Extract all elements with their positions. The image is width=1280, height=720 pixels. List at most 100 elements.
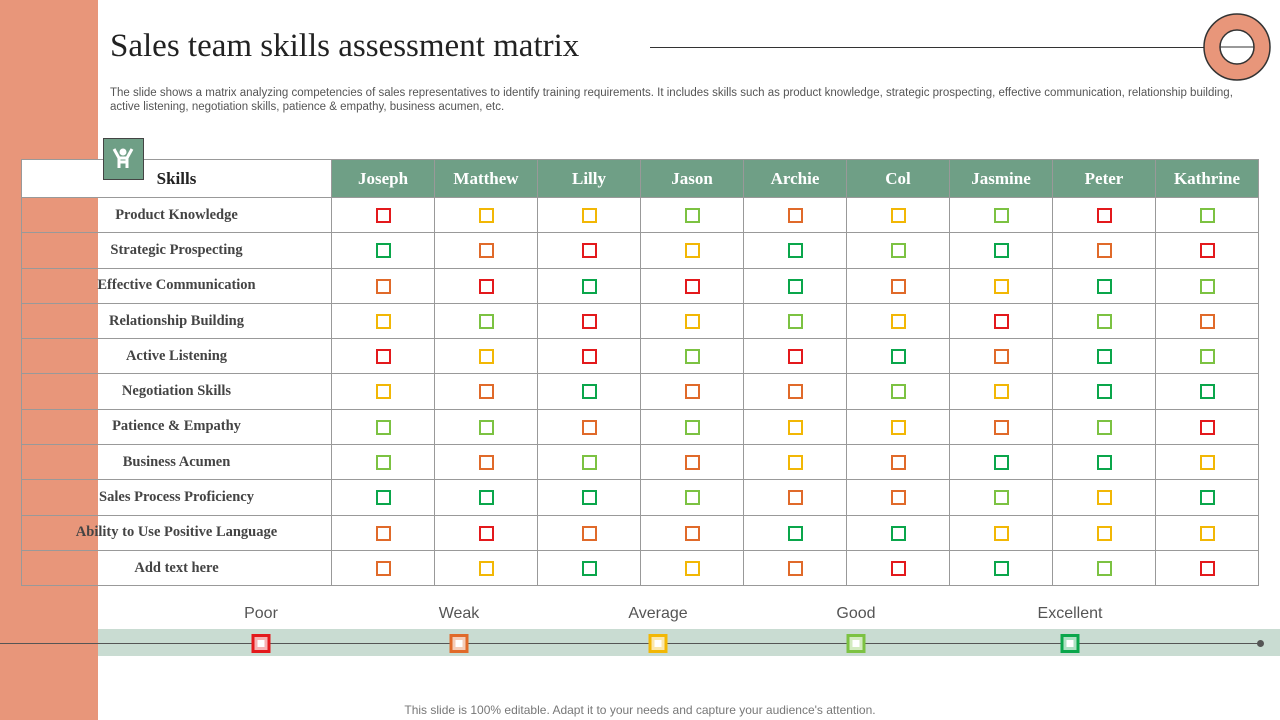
rating-cell (640, 232, 744, 269)
rating-square (1096, 384, 1112, 400)
rating-square (993, 384, 1009, 400)
rating-cell (537, 479, 641, 516)
rating-square (684, 525, 700, 541)
rating-cell (846, 549, 950, 587)
rating-square (581, 455, 597, 471)
rating-cell (640, 444, 744, 481)
rating-cell (846, 373, 950, 410)
rating-square (890, 207, 906, 223)
rating-cell (1052, 373, 1156, 410)
rating-square (993, 455, 1009, 471)
rating-square (1199, 419, 1215, 435)
rating-square (787, 419, 803, 435)
skill-row: Business Acumen (21, 444, 1259, 481)
rating-cell (949, 444, 1053, 481)
skill-row: Negotiation Skills (21, 373, 1259, 410)
rating-square (1199, 349, 1215, 365)
rating-square (684, 278, 700, 294)
column-header: Jasmine (949, 159, 1053, 198)
rating-cell (640, 373, 744, 410)
skill-name: Patience & Empathy (21, 408, 332, 446)
rating-cell (846, 338, 950, 375)
rating-square (890, 455, 906, 471)
rating-cell (434, 338, 538, 375)
rating-square (375, 207, 391, 223)
rating-cell (1155, 479, 1259, 516)
legend-label: Poor (244, 605, 278, 622)
rating-cell (846, 196, 950, 234)
rating-cell (1052, 302, 1156, 340)
rating-square (478, 560, 494, 576)
rating-cell (949, 302, 1053, 340)
rating-square (375, 560, 391, 576)
rating-cell (949, 196, 1053, 234)
rating-cell (949, 267, 1053, 304)
rating-square (478, 243, 494, 259)
rating-square (478, 349, 494, 365)
rating-square (684, 490, 700, 506)
skill-name: Negotiation Skills (21, 373, 332, 410)
rating-square (478, 313, 494, 329)
rating-square (890, 419, 906, 435)
rating-square (787, 207, 803, 223)
description: The slide shows a matrix analyzing compe… (110, 87, 1233, 113)
legend-label: Excellent (1037, 605, 1103, 622)
rating-cell (1052, 267, 1156, 304)
rating-cell (1052, 549, 1156, 587)
rating-cell (331, 373, 435, 410)
rating-square (581, 560, 597, 576)
skill-row: Product Knowledge (21, 196, 1259, 234)
rating-cell (846, 408, 950, 446)
rating-square (993, 207, 1009, 223)
rating-cell (434, 408, 538, 446)
rating-square (1199, 278, 1215, 294)
rating-cell (331, 479, 435, 516)
rating-cell (434, 302, 538, 340)
corner-badge (1203, 13, 1271, 81)
rating-square (1096, 455, 1112, 471)
rating-cell (1052, 479, 1156, 516)
rating-square (993, 349, 1009, 365)
rating-square (375, 243, 391, 259)
rating-cell (537, 267, 641, 304)
rating-cell (1052, 196, 1156, 234)
rating-square (375, 278, 391, 294)
rating-square (581, 525, 597, 541)
rating-square (993, 419, 1009, 435)
rating-cell (537, 373, 641, 410)
rating-cell (537, 549, 641, 587)
legend-swatch (449, 634, 469, 653)
rating-square (787, 243, 803, 259)
rating-square (1096, 419, 1112, 435)
rating-cell (1155, 444, 1259, 481)
rating-square (478, 490, 494, 506)
rating-square (993, 490, 1009, 506)
rating-square (993, 313, 1009, 329)
rating-cell (743, 479, 847, 516)
skill-row: Sales Process Proficiency (21, 479, 1259, 516)
skill-row: Relationship Building (21, 302, 1259, 340)
rating-cell (537, 302, 641, 340)
column-header: Peter (1052, 159, 1156, 198)
footer: This slide is 100% editable. Adapt it to… (404, 703, 876, 717)
rating-cell (537, 444, 641, 481)
rating-square (581, 419, 597, 435)
legend-label: Average (628, 605, 688, 622)
rating-cell (640, 196, 744, 234)
rating-cell (743, 373, 847, 410)
rating-square (1199, 243, 1215, 259)
rating-square (375, 313, 391, 329)
rating-cell (434, 444, 538, 481)
rating-square (890, 560, 906, 576)
rating-cell (1052, 232, 1156, 269)
rating-cell (640, 479, 744, 516)
rating-square (684, 313, 700, 329)
rating-square (890, 278, 906, 294)
rating-square (890, 525, 906, 541)
rating-cell (949, 514, 1053, 551)
rating-cell (434, 514, 538, 551)
rating-square (581, 207, 597, 223)
rating-cell (1155, 232, 1259, 269)
rating-cell (743, 514, 847, 551)
rating-cell (743, 232, 847, 269)
